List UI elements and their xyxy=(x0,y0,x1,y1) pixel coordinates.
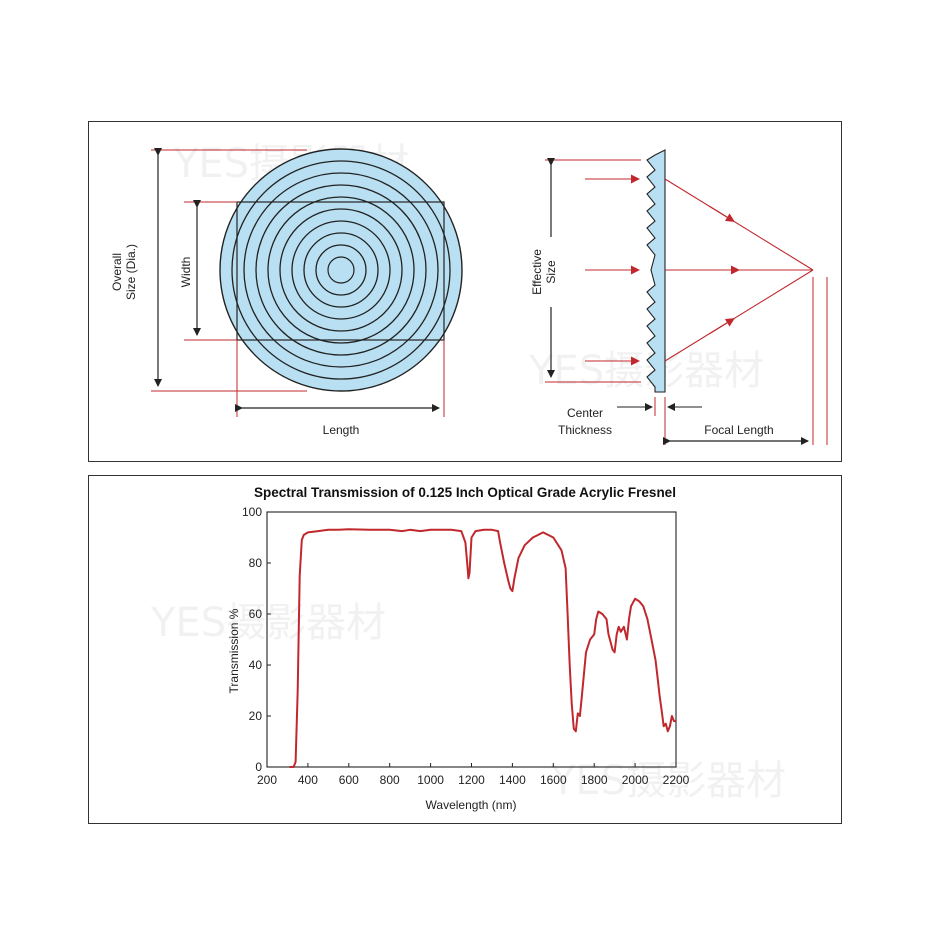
y-tick-label: 20 xyxy=(249,709,263,723)
x-tick-label: 400 xyxy=(298,773,318,787)
x-tick-label: 200 xyxy=(257,773,277,787)
x-tick-label: 2200 xyxy=(663,773,690,787)
y-axis-label: Transmission % xyxy=(227,608,241,693)
x-tick-label: 1400 xyxy=(499,773,526,787)
fresnel-diagram: YES摄影器材 YES摄影器材 Overall Size (Dia.) xyxy=(89,122,841,461)
watermark-text: YES摄影器材 xyxy=(528,348,764,394)
chart-title: Spectral Transmission of 0.125 Inch Opti… xyxy=(254,485,676,500)
center-thickness-label-line2: Thickness xyxy=(558,423,612,437)
watermark-text: YES摄影器材 xyxy=(150,600,386,646)
y-tick-label: 80 xyxy=(249,556,263,570)
spectral-transmission-chart: YES摄影器材 YES摄影器材 Spectral Transmission of… xyxy=(89,476,841,823)
x-tick-label: 800 xyxy=(380,773,400,787)
x-axis-label: Wavelength (nm) xyxy=(426,798,517,812)
effective-size-label-line1: Effective xyxy=(530,249,544,295)
transmission-series-line xyxy=(290,529,677,767)
center-thickness-dimension: Center Thickness xyxy=(558,397,702,437)
x-tick-label: 1600 xyxy=(540,773,567,787)
length-label: Length xyxy=(323,423,360,437)
x-tick-label: 1800 xyxy=(581,773,608,787)
x-tick-label: 2000 xyxy=(622,773,649,787)
width-label: Width xyxy=(179,257,193,288)
y-tick-label: 100 xyxy=(242,505,262,519)
focal-length-label: Focal Length xyxy=(704,423,773,437)
x-tick-label: 1000 xyxy=(417,773,444,787)
y-tick-label: 40 xyxy=(249,658,263,672)
incoming-rays xyxy=(585,179,639,361)
y-tick-label: 60 xyxy=(249,607,263,621)
y-tick-label: 0 xyxy=(255,760,262,774)
x-tick-label: 600 xyxy=(339,773,359,787)
overall-size-label-line1: Overall xyxy=(110,253,124,291)
effective-size-label-line2: Size xyxy=(544,260,558,284)
converging-rays xyxy=(665,179,813,361)
series-layer xyxy=(290,529,677,767)
spectral-chart-panel: YES摄影器材 YES摄影器材 Spectral Transmission of… xyxy=(88,475,842,824)
fresnel-diagram-panel: YES摄影器材 YES摄影器材 Overall Size (Dia.) xyxy=(88,121,842,462)
lens-front-view xyxy=(220,149,462,391)
overall-size-label-line2: Size (Dia.) xyxy=(124,244,138,300)
x-tick-label: 1200 xyxy=(458,773,485,787)
center-thickness-label-line1: Center xyxy=(567,406,603,420)
